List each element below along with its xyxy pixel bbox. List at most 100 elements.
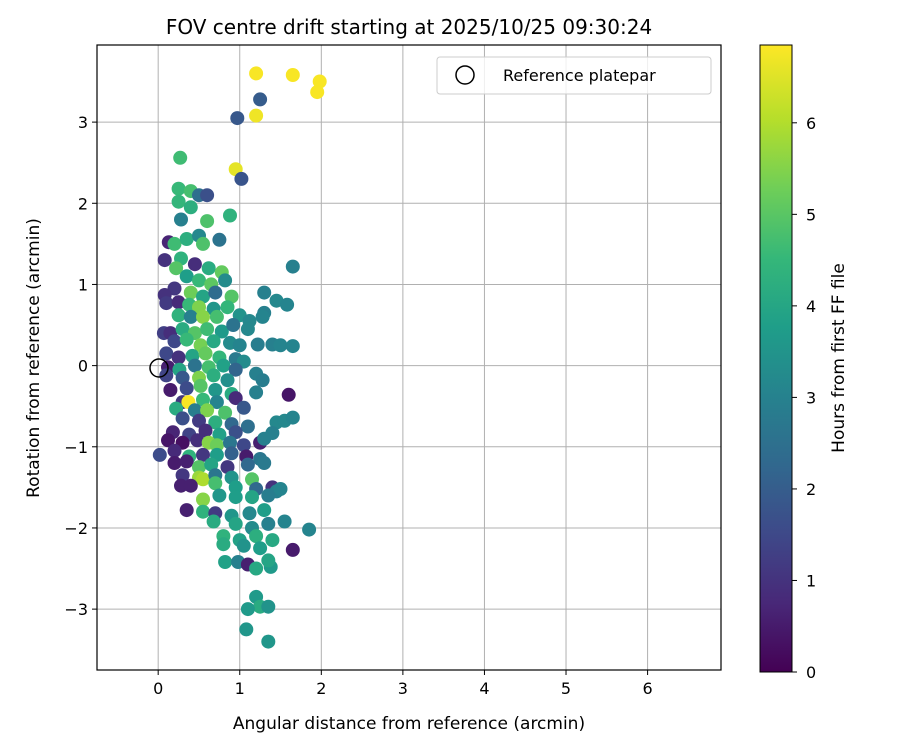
data-point: [183, 309, 198, 324]
data-point: [163, 383, 178, 397]
data-point: [175, 370, 190, 385]
data-point: [220, 300, 235, 315]
data-points: [152, 66, 327, 649]
data-point: [236, 538, 251, 553]
data-point: [209, 438, 224, 453]
data-point: [196, 236, 210, 251]
data-point: [161, 433, 175, 448]
data-point: [183, 285, 198, 300]
data-point: [255, 309, 270, 324]
data-point: [257, 285, 272, 300]
data-point: [255, 373, 270, 388]
data-point: [285, 68, 300, 82]
colorbar-tick-label: 1: [806, 571, 816, 590]
data-point: [157, 253, 172, 268]
colorbar: 0 1 2 3 4 5 6 Hours from first FF file: [759, 44, 849, 682]
data-point: [190, 433, 205, 448]
x-axis-ticks: 0 1 2 3 4 5 6: [153, 670, 653, 698]
data-point: [228, 480, 243, 495]
legend-reference-icon: [455, 65, 475, 85]
data-point: [249, 529, 264, 544]
data-point: [174, 478, 188, 493]
data-point: [269, 293, 284, 308]
x-tick-label: 1: [235, 679, 245, 698]
colorbar-tick-label: 0: [806, 663, 816, 682]
data-point: [245, 490, 259, 505]
data-point: [171, 350, 186, 365]
data-point: [257, 503, 272, 518]
data-point: [218, 405, 233, 420]
y-tick-label: −1: [64, 438, 88, 457]
data-point: [171, 181, 186, 196]
data-point: [167, 334, 182, 349]
data-point: [183, 200, 198, 215]
data-point: [175, 322, 190, 337]
data-point: [250, 337, 265, 352]
colorbar-tick-label: 4: [806, 297, 816, 316]
data-point: [312, 74, 327, 89]
x-tick-label: 4: [479, 679, 489, 698]
legend-box: [436, 56, 712, 95]
data-point: [196, 392, 210, 407]
data-point: [169, 261, 184, 276]
data-point: [220, 460, 235, 475]
colorbar-label: Hours from first FF file: [829, 263, 849, 453]
data-point: [277, 514, 292, 529]
data-point: [228, 391, 243, 406]
data-point: [173, 150, 188, 165]
data-point: [228, 516, 243, 531]
y-axis-ticks: −3 −2 −1 0 1 2 3: [64, 113, 97, 619]
reference-platepar-marker: [149, 358, 169, 378]
data-point: [179, 454, 194, 469]
data-point: [224, 289, 239, 304]
data-point: [212, 488, 227, 503]
data-point: [228, 425, 243, 440]
x-tick-label: 3: [398, 679, 408, 698]
data-point: [280, 297, 295, 312]
data-point: [261, 488, 276, 503]
data-point: [249, 561, 264, 576]
data-point: [208, 285, 223, 300]
data-point: [218, 555, 233, 569]
data-point: [208, 476, 223, 491]
data-point: [171, 308, 186, 323]
data-point: [242, 506, 257, 521]
data-point: [171, 194, 186, 209]
data-point: [200, 214, 215, 229]
y-axis-label: Rotation from reference (arcmin): [24, 218, 44, 498]
data-point: [223, 435, 237, 450]
data-point: [216, 358, 231, 373]
data-point: [310, 85, 325, 100]
y-tick-label: 2: [78, 194, 88, 213]
data-point: [196, 447, 210, 462]
data-point: [175, 468, 190, 483]
data-point: [196, 289, 210, 304]
data-point: [200, 403, 215, 418]
data-point: [302, 522, 317, 537]
data-point: [261, 553, 276, 568]
data-point: [261, 634, 276, 649]
data-point: [285, 542, 300, 557]
x-axis-label: Angular distance from reference (arcmin): [233, 714, 585, 734]
data-point: [187, 358, 202, 373]
data-point: [171, 295, 186, 310]
data-point: [209, 309, 224, 324]
data-point: [281, 387, 296, 402]
data-point: [224, 446, 239, 461]
data-point: [198, 346, 213, 361]
data-point: [167, 236, 182, 251]
data-point: [234, 171, 249, 186]
y-tick-label: −2: [64, 519, 88, 538]
legend: Reference platepar: [436, 56, 712, 95]
data-point: [187, 403, 202, 418]
data-point: [159, 346, 174, 361]
data-point: [230, 111, 245, 126]
data-point: [179, 332, 194, 347]
data-point: [206, 334, 221, 349]
data-point: [212, 427, 227, 442]
data-point: [232, 338, 247, 353]
data-point: [206, 368, 221, 383]
data-point: [236, 400, 251, 415]
data-point: [261, 599, 276, 614]
